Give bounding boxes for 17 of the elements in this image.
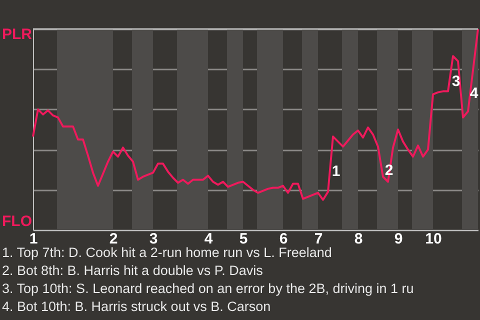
text: 1. Top 7th: D. Cook hit a 2-run home run vs L. Freeland xyxy=(2,245,332,260)
x-tick-label: 2 xyxy=(109,230,118,248)
text: 3. Top 10th: S. Leonard reached on an error by the 2B, driving in 1 ru xyxy=(2,281,414,296)
text: FLO xyxy=(2,213,32,230)
x-tick-label: 8 xyxy=(354,230,363,248)
x-tick-label: 6 xyxy=(279,230,288,248)
x-tick-label: 4 xyxy=(204,230,214,248)
x-tick-label: 7 xyxy=(314,230,323,248)
x-tick-label: 3 xyxy=(149,230,158,248)
x-tick-label: 1 xyxy=(29,230,38,248)
text: 4. Bot 10th: B. Harris struck out vs B. Carson xyxy=(2,299,271,314)
annotation: 1 xyxy=(332,163,340,180)
text: PLR xyxy=(2,26,32,43)
text: 2. Bot 8th: B. Harris hit a double vs P. Davis xyxy=(2,263,264,278)
x-tick-label: 5 xyxy=(239,230,248,248)
x-tick-label: 9 xyxy=(394,230,403,248)
x-tick-label: 10 xyxy=(425,230,442,248)
